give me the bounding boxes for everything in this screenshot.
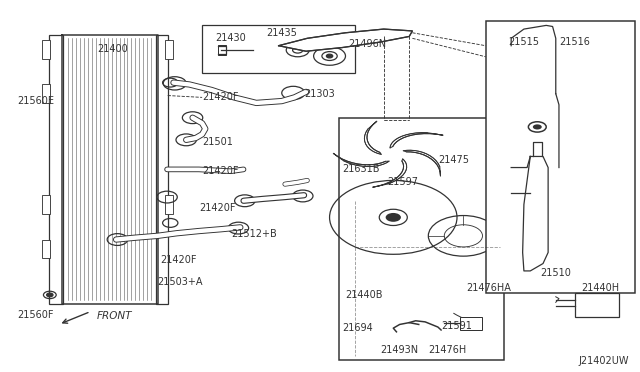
Bar bbox=[202, 25, 355, 73]
Text: 21501: 21501 bbox=[202, 137, 233, 147]
Text: 21476H: 21476H bbox=[428, 345, 467, 355]
Bar bbox=[164, 40, 173, 59]
Text: 21400: 21400 bbox=[97, 44, 128, 54]
Polygon shape bbox=[333, 153, 389, 167]
Polygon shape bbox=[403, 150, 440, 176]
Bar bbox=[42, 84, 51, 103]
Text: 21440B: 21440B bbox=[346, 290, 383, 300]
Polygon shape bbox=[372, 159, 406, 187]
Bar bbox=[339, 118, 504, 359]
Circle shape bbox=[326, 54, 333, 58]
Bar bbox=[49, 35, 63, 304]
Bar bbox=[42, 40, 51, 59]
Bar bbox=[42, 195, 51, 214]
Polygon shape bbox=[390, 132, 443, 148]
Text: 21560E: 21560E bbox=[17, 96, 54, 106]
Circle shape bbox=[386, 213, 401, 222]
Text: 21597: 21597 bbox=[387, 177, 418, 187]
Text: 21560F: 21560F bbox=[17, 310, 54, 320]
Text: 21435: 21435 bbox=[266, 28, 297, 38]
Text: 21475: 21475 bbox=[438, 155, 469, 165]
Text: 21303: 21303 bbox=[304, 89, 335, 99]
Text: 21476HA: 21476HA bbox=[467, 283, 511, 292]
Text: 21515: 21515 bbox=[508, 37, 539, 47]
Text: 21440H: 21440H bbox=[581, 283, 620, 292]
Text: 21510: 21510 bbox=[540, 268, 571, 278]
Bar bbox=[156, 35, 168, 304]
Text: 21631B: 21631B bbox=[342, 164, 380, 174]
Text: J21402UW: J21402UW bbox=[579, 356, 629, 366]
Bar bbox=[575, 293, 620, 317]
Text: 21420F: 21420F bbox=[199, 203, 236, 213]
Bar bbox=[486, 20, 636, 293]
Bar bbox=[42, 240, 51, 258]
Text: 21420F: 21420F bbox=[202, 166, 239, 176]
Text: 21512+B: 21512+B bbox=[231, 229, 276, 239]
Text: 21516: 21516 bbox=[559, 37, 590, 47]
Text: 21503+A: 21503+A bbox=[157, 277, 203, 287]
Circle shape bbox=[533, 124, 541, 129]
Text: 21420F: 21420F bbox=[161, 255, 197, 265]
Circle shape bbox=[380, 209, 407, 225]
Text: 21493N: 21493N bbox=[381, 345, 419, 355]
Text: 21496N: 21496N bbox=[349, 39, 387, 49]
Text: 21420F: 21420F bbox=[202, 92, 239, 102]
Polygon shape bbox=[278, 29, 412, 51]
Bar bbox=[460, 317, 483, 330]
Polygon shape bbox=[364, 121, 381, 154]
Circle shape bbox=[47, 293, 53, 297]
Bar bbox=[218, 45, 226, 55]
Text: 21591: 21591 bbox=[441, 321, 472, 331]
Bar bbox=[164, 195, 173, 214]
Text: FRONT: FRONT bbox=[97, 311, 132, 321]
Text: 21694: 21694 bbox=[342, 323, 373, 333]
Text: 21430: 21430 bbox=[215, 33, 246, 43]
